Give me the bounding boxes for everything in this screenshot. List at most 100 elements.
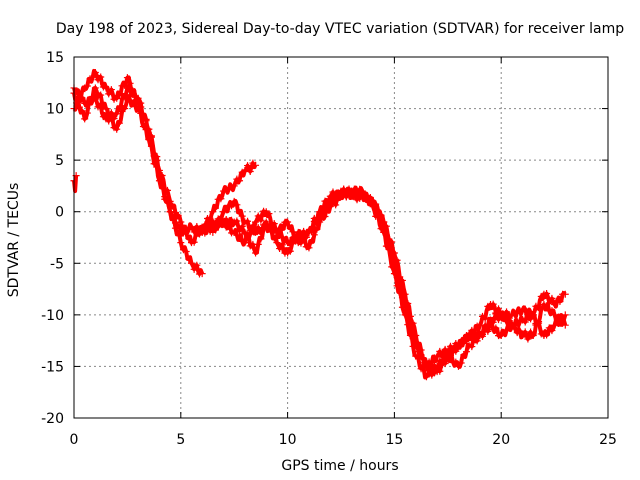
data-point [390, 259, 398, 267]
data-point [561, 311, 569, 319]
data-point [361, 192, 369, 200]
data-point [369, 197, 377, 205]
data-point [163, 195, 171, 203]
data-point [324, 203, 332, 211]
data-point [345, 188, 353, 196]
data-point [115, 119, 123, 127]
data-point [543, 289, 551, 297]
data-point [246, 167, 254, 175]
data-point [185, 255, 193, 263]
data-point [273, 239, 281, 247]
data-point [332, 201, 340, 209]
data-point [479, 330, 487, 338]
data-point [310, 231, 318, 239]
data-point [420, 359, 428, 367]
data-point [212, 204, 220, 212]
data-point [535, 304, 543, 312]
data-point [233, 201, 241, 209]
data-point [201, 229, 209, 237]
data-point [174, 211, 182, 219]
data-point [83, 100, 91, 108]
data-point [230, 182, 238, 190]
data-point [236, 177, 244, 185]
data-point [171, 224, 179, 232]
series-track-5 [209, 185, 569, 370]
plot-frame [73, 56, 609, 419]
data-point [380, 218, 388, 226]
data-point [401, 301, 409, 309]
x-tick-label: 5 [176, 432, 185, 448]
data-point [332, 194, 340, 202]
data-point [521, 318, 529, 326]
data-point [254, 212, 262, 220]
grid [74, 57, 608, 418]
data-point [241, 239, 249, 247]
data-point [185, 234, 193, 242]
data-point [233, 217, 241, 225]
data-point [543, 302, 551, 310]
data-point [97, 73, 105, 81]
data-point [252, 228, 260, 236]
data-point [97, 91, 105, 99]
data-point [252, 218, 260, 226]
y-tick-label: -10 [41, 308, 64, 324]
data-point [222, 215, 230, 223]
data-point [113, 110, 121, 118]
data-point [404, 314, 412, 322]
data-point [529, 331, 537, 339]
data-point [110, 115, 118, 123]
data-point [81, 115, 89, 123]
data-point [286, 247, 294, 255]
data-point [83, 109, 91, 117]
data-point [366, 193, 374, 201]
data-point [489, 300, 497, 308]
data-point [265, 223, 273, 231]
data-point [225, 220, 233, 228]
chart-title: Day 198 of 2023, Sidereal Day-to-day VTE… [56, 21, 624, 37]
data-point [422, 373, 430, 381]
data-point [244, 217, 252, 225]
data-point [187, 223, 195, 231]
data-point [406, 318, 414, 326]
data-point [193, 261, 201, 269]
data-point [78, 107, 86, 115]
data-point [257, 216, 265, 224]
data-point [102, 105, 110, 113]
data-point [495, 305, 503, 313]
data-point [91, 94, 99, 102]
data-point [155, 172, 163, 180]
data-point [398, 294, 406, 302]
data-point [241, 166, 249, 174]
data-point [428, 359, 436, 367]
data-point [433, 362, 441, 370]
data-point [396, 276, 404, 284]
data-point [182, 247, 190, 255]
data-point [535, 319, 543, 327]
data-point [529, 311, 537, 319]
data-point [356, 189, 364, 197]
data-point [503, 308, 511, 316]
data-point [276, 245, 284, 253]
x-tick-label: 20 [492, 432, 510, 448]
data-point [353, 196, 361, 204]
data-point [228, 202, 236, 210]
data-point [244, 231, 252, 239]
data-point [78, 94, 86, 102]
data-point [385, 236, 393, 244]
data-point [308, 237, 316, 245]
data-point [516, 327, 524, 335]
y-tick-label: 5 [55, 153, 64, 169]
data-point [284, 218, 292, 226]
data-point [495, 316, 503, 324]
data-point [302, 233, 310, 241]
data-point [158, 178, 166, 186]
data-point [417, 351, 425, 359]
series-track-6 [70, 172, 80, 194]
data-point [107, 86, 115, 94]
data-point [543, 331, 551, 339]
data-point [305, 244, 313, 252]
data-point [97, 101, 105, 109]
data-point [425, 367, 433, 375]
x-axis-label: GPS time / hours [281, 458, 398, 474]
